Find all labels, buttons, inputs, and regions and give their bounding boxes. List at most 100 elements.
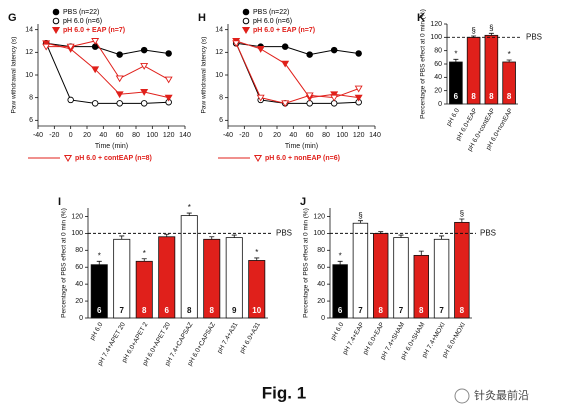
- n-label: 8: [471, 92, 476, 101]
- reference-label: PBS: [526, 32, 542, 41]
- error-bar: [459, 218, 465, 223]
- series-line: [235, 43, 359, 104]
- annotation: *: [255, 248, 258, 257]
- point: [66, 43, 75, 51]
- n-label: 8: [210, 306, 215, 315]
- y-axis-label: Percentage of PBS effect at 0 min (%): [61, 208, 68, 318]
- y-tick-label: 60: [317, 264, 325, 271]
- y-tick-label: 20: [75, 298, 83, 305]
- n-label: 6: [454, 92, 459, 101]
- legend-label: pH 6.0 + EAP (n=7): [63, 27, 125, 34]
- n-label: 7: [399, 306, 404, 315]
- legend-symbol: [52, 8, 60, 16]
- y-tick-label: 100: [313, 230, 325, 237]
- x-tick-label: 20: [273, 132, 281, 139]
- point: [164, 94, 173, 102]
- panel-label: G: [8, 12, 17, 24]
- y-tick-label: 0: [321, 315, 325, 322]
- figure-title: Fig. 1: [262, 383, 306, 402]
- error-bar: [398, 234, 404, 238]
- y-tick-label: 100: [71, 230, 83, 237]
- n-label: 7: [120, 306, 125, 315]
- legend-symbol: [63, 155, 73, 162]
- y-tick-label: 20: [434, 88, 442, 95]
- error-bar: [357, 220, 363, 224]
- annotation: *: [188, 203, 191, 212]
- y-tick-label: 14: [25, 27, 33, 34]
- point: [354, 94, 363, 102]
- error-bar: [209, 236, 215, 240]
- y-tick-label: 40: [434, 74, 442, 81]
- y-tick-label: 120: [430, 21, 442, 28]
- point: [281, 60, 290, 68]
- y-tick-label: 80: [434, 48, 442, 55]
- x-axis-label: Time (min): [95, 143, 128, 150]
- watermark-icon: [454, 388, 470, 404]
- error-bar: [439, 235, 445, 240]
- annotation: §: [358, 211, 362, 220]
- point: [42, 40, 51, 48]
- annotation: *: [508, 50, 511, 59]
- point: [256, 94, 265, 102]
- point: [305, 92, 314, 100]
- y-tick-label: 40: [75, 281, 83, 288]
- y-tick-label: 8: [219, 95, 223, 102]
- y-tick-label: 0: [438, 101, 442, 108]
- y-tick-label: 40: [317, 281, 325, 288]
- x-tick-label: 0: [69, 132, 73, 139]
- n-label: 8: [489, 92, 494, 101]
- x-tick-label: 40: [99, 132, 107, 139]
- point: [140, 62, 149, 70]
- annotation: §: [460, 209, 464, 218]
- series-line: [46, 42, 169, 99]
- legend-symbol: [51, 27, 61, 34]
- point: [140, 89, 149, 96]
- bar: [180, 215, 198, 319]
- n-label: 7: [439, 306, 444, 315]
- x-tick-label: 100: [336, 132, 348, 139]
- error-bar: [254, 257, 260, 261]
- n-label: 10: [252, 306, 261, 315]
- series-line: [235, 43, 359, 104]
- annotation: §: [471, 26, 475, 35]
- series-line: [46, 40, 169, 80]
- annotation: *: [143, 249, 146, 258]
- legend-label: pH 6.0 + contEAP (n=8): [75, 155, 152, 162]
- y-tick-label: 6: [219, 117, 223, 124]
- x-tick-label: -20: [239, 132, 249, 139]
- y-tick-label: 10: [25, 72, 33, 79]
- reference-label: PBS: [480, 228, 496, 237]
- y-tick-label: 80: [75, 247, 83, 254]
- watermark: 针灸最前沿: [474, 388, 529, 402]
- legend-label: pH 6.0 + EAP (n=7): [253, 27, 315, 34]
- point: [256, 45, 265, 53]
- point: [330, 94, 339, 102]
- point: [116, 51, 123, 58]
- bar: [454, 221, 470, 319]
- y-tick-label: 10: [215, 72, 223, 79]
- n-label: 9: [232, 306, 237, 315]
- point: [330, 91, 339, 99]
- reference-label: PBS: [276, 228, 292, 237]
- x-tick-label: 100: [146, 132, 158, 139]
- error-bar: [96, 260, 102, 265]
- n-label: 8: [187, 306, 192, 315]
- annotation: *: [339, 251, 342, 260]
- y-tick-label: 0: [79, 315, 83, 322]
- point: [115, 75, 124, 83]
- x-tick-label: 20: [83, 132, 91, 139]
- panel-label: K: [417, 12, 425, 24]
- legend-symbol: [242, 17, 250, 25]
- y-axis-label: Percentage of PBS effect at 0 min (%): [420, 9, 427, 119]
- panel-label: H: [198, 12, 206, 24]
- point: [354, 85, 363, 93]
- legend-label: PBS (n=22): [63, 9, 99, 16]
- point: [91, 100, 99, 107]
- point: [330, 46, 338, 54]
- series-line: [236, 42, 359, 56]
- point: [165, 50, 172, 57]
- x-tick-label: 60: [116, 132, 124, 139]
- y-tick-label: 20: [317, 298, 325, 305]
- error-bar: [164, 233, 170, 237]
- legend-label: PBS (n=22): [253, 9, 289, 16]
